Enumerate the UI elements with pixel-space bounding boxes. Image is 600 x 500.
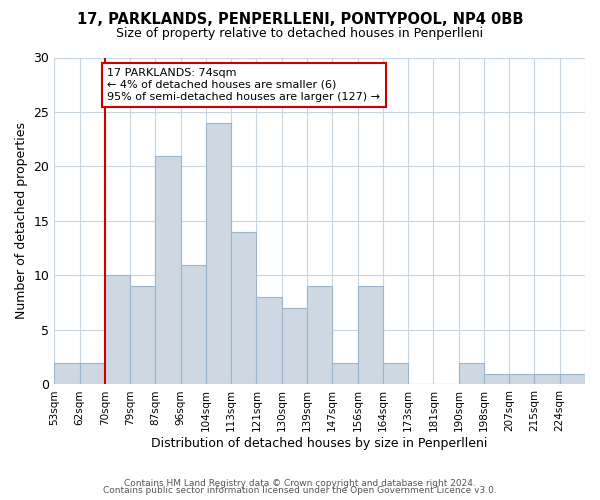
Bar: [358, 286, 383, 384]
Bar: [282, 308, 307, 384]
X-axis label: Distribution of detached houses by size in Penperlleni: Distribution of detached houses by size …: [151, 437, 488, 450]
Bar: [509, 374, 535, 384]
Bar: [560, 374, 585, 384]
Bar: [535, 374, 560, 384]
Bar: [383, 362, 408, 384]
Bar: [54, 362, 80, 384]
Bar: [256, 298, 282, 384]
Bar: [458, 362, 484, 384]
Bar: [206, 123, 231, 384]
Bar: [80, 362, 105, 384]
Text: 17 PARKLANDS: 74sqm
← 4% of detached houses are smaller (6)
95% of semi-detached: 17 PARKLANDS: 74sqm ← 4% of detached hou…: [107, 68, 380, 102]
Bar: [231, 232, 256, 384]
Bar: [155, 156, 181, 384]
Text: Contains HM Land Registry data © Crown copyright and database right 2024.: Contains HM Land Registry data © Crown c…: [124, 478, 476, 488]
Bar: [105, 276, 130, 384]
Text: 17, PARKLANDS, PENPERLLENI, PONTYPOOL, NP4 0BB: 17, PARKLANDS, PENPERLLENI, PONTYPOOL, N…: [77, 12, 523, 28]
Bar: [181, 264, 206, 384]
Bar: [130, 286, 155, 384]
Y-axis label: Number of detached properties: Number of detached properties: [15, 122, 28, 320]
Text: Contains public sector information licensed under the Open Government Licence v3: Contains public sector information licen…: [103, 486, 497, 495]
Text: Size of property relative to detached houses in Penperlleni: Size of property relative to detached ho…: [116, 28, 484, 40]
Bar: [307, 286, 332, 384]
Bar: [332, 362, 358, 384]
Bar: [484, 374, 509, 384]
